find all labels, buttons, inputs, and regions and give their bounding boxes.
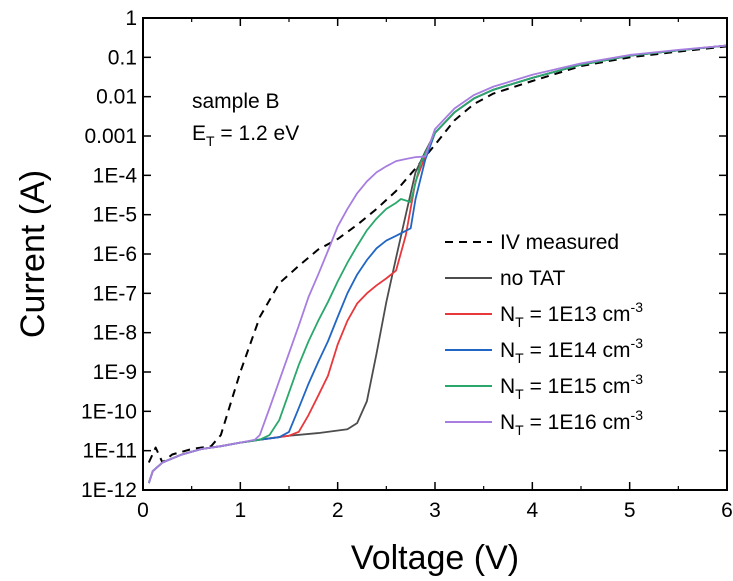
x-tick-label: 3 <box>429 499 441 522</box>
y-tick-label: 0.1 <box>108 46 137 69</box>
series-line-5 <box>147 44 727 484</box>
ticks-layer <box>142 17 728 491</box>
legend-label-2: NT = 1E13 cm-3 <box>500 299 643 330</box>
annotation-line-2: ET = 1.2 eV <box>192 122 299 149</box>
x-tick-label: 4 <box>526 499 538 522</box>
x-tick-label: 5 <box>624 499 636 522</box>
tick-labels-layer: 0 1 2 3 4 5 61E-121E-111E-101E-91E-81E-71E-61E… <box>81 7 733 522</box>
legend-label-5: NT = 1E16 cm-3 <box>500 407 643 438</box>
x-tick-label: 0 <box>137 499 149 522</box>
y-tick-label: 1E-10 <box>81 400 137 423</box>
y-tick-label: 1E-7 <box>93 282 137 305</box>
y-tick-label: 1E-8 <box>93 322 137 345</box>
legend-label-0: IV measured <box>500 231 619 254</box>
series-layer <box>147 44 727 484</box>
annotation-line-1: sample B <box>192 90 280 113</box>
y-tick-label: 1E-12 <box>81 479 137 502</box>
y-tick-label: 0.001 <box>84 125 137 148</box>
y-tick-label: 1E-11 <box>83 440 137 463</box>
y-tick-label: 0.01 <box>96 86 137 109</box>
y-tick-label: 1E-5 <box>93 204 137 227</box>
legend-label-1: no TAT <box>500 267 566 290</box>
y-tick-label: 1E-9 <box>93 361 137 384</box>
sample-annotation: sample B ET = 1.2 eV <box>192 90 299 149</box>
y-tick-label: 1E-4 <box>93 164 138 187</box>
x-axis-title: Voltage (V) <box>351 539 519 577</box>
legend-label-3: NT = 1E14 cm-3 <box>500 335 643 366</box>
y-axis-title: Current (A) <box>14 170 52 338</box>
x-tick-label: 6 <box>721 499 733 522</box>
legend-label-4: NT = 1E15 cm-3 <box>500 371 643 402</box>
x-tick-label: 2 <box>332 499 344 522</box>
y-tick-label: 1 <box>125 7 137 30</box>
x-tick-label: 1 <box>234 499 246 522</box>
legend: IV measured no TAT NT = 1E13 cm-3 NT = 1E14… <box>445 231 643 438</box>
y-tick-label: 1E-6 <box>93 243 137 266</box>
